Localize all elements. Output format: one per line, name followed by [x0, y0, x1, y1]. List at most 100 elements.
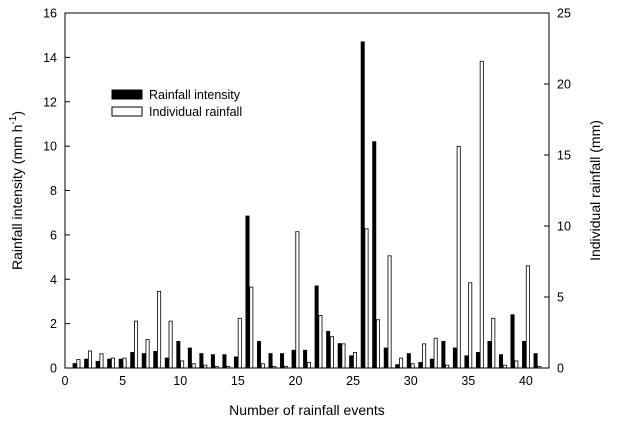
left-axis-title-main: Rainfall intensity (mm h: [9, 125, 25, 271]
intensity-bar-24: [337, 343, 342, 369]
left-tick-label-8: 8: [50, 184, 57, 198]
right-tick-label-5: 5: [557, 291, 564, 305]
intensity-bar-36: [475, 352, 480, 369]
rainfall-bar-37: [491, 317, 496, 369]
rainfall-bar-3: [99, 353, 104, 369]
intensity-bar-15: [233, 356, 238, 369]
left-axis-title: Rainfall intensity (mm h-1): [8, 111, 25, 270]
intensity-bar-41: [533, 353, 538, 369]
left-axis-ticks: 0 2 4 6 8 10 12 14 16: [43, 7, 70, 376]
intensity-bar-28: [383, 347, 388, 369]
rainfall-bar-28: [387, 255, 392, 369]
rainfall-bar-31: [422, 343, 427, 369]
x-tick-label-0: 0: [62, 374, 69, 388]
rainfall-bar-25: [352, 351, 357, 369]
intensity-bar-22: [314, 285, 319, 369]
x-tick-label-5: 5: [119, 374, 126, 388]
rainfall-bar-36: [479, 60, 484, 369]
left-tick-label-4: 4: [50, 273, 57, 287]
rainfall-bar-21: [306, 361, 311, 369]
rainfall-bar-23: [329, 336, 334, 369]
bars-layer: [72, 41, 542, 369]
right-axis-title: Individual rainfall (mm): [587, 120, 603, 261]
rainfall-bar-7: [145, 339, 150, 369]
rainfall-bar-26: [364, 228, 369, 369]
rainfall-bar-10: [180, 360, 185, 369]
intensity-bar-37: [487, 340, 492, 369]
right-tick-label-25: 25: [557, 7, 571, 21]
rainfall-bar-11: [191, 363, 196, 369]
intensity-bar-3: [95, 360, 100, 369]
intensity-bar-12: [199, 353, 204, 369]
left-tick-label-12: 12: [43, 95, 57, 109]
legend-label-rainfall-intensity: Rainfall intensity: [149, 88, 241, 102]
intensity-bar-23: [326, 330, 331, 369]
legend-label-individual-rainfall: Individual rainfall: [149, 105, 242, 119]
intensity-bar-26: [360, 41, 365, 369]
right-axis-ticks: 0 5 10 15 20 25: [544, 7, 571, 376]
rainfall-bar-24: [341, 343, 346, 369]
intensity-bar-27: [372, 141, 377, 369]
legend-swatch-individual-rainfall: [111, 106, 143, 117]
intensity-bar-32: [429, 358, 434, 369]
rainfall-bar-40: [525, 265, 530, 369]
intensity-bar-34: [452, 347, 457, 369]
intensity-bar-9: [164, 357, 169, 369]
rainfall-bar-2: [87, 350, 92, 369]
intensity-bar-31: [418, 362, 423, 369]
x-tick-label-30: 30: [404, 374, 418, 388]
left-axis-title-superscript: -1: [8, 115, 19, 124]
rainfall-bar-16: [249, 286, 254, 369]
legend: Rainfall intensity Individual rainfall: [111, 88, 242, 119]
intensity-bar-38: [498, 354, 503, 369]
intensity-bar-11: [187, 347, 192, 369]
intensity-bar-18: [268, 353, 273, 369]
intensity-bar-10: [176, 340, 181, 369]
x-tick-label-35: 35: [461, 374, 475, 388]
intensity-bar-33: [441, 340, 446, 369]
intensity-bar-16: [245, 215, 250, 369]
rainfall-bar-20: [295, 231, 300, 369]
rainfall-bar-8: [157, 290, 162, 369]
x-axis-title: Number of rainfall events: [229, 402, 385, 418]
left-tick-label-0: 0: [50, 362, 57, 376]
plot-frame: [64, 12, 550, 369]
intensity-bar-7: [141, 353, 146, 369]
legend-swatch-rainfall-intensity: [111, 89, 143, 100]
rainfall-bar-30: [410, 363, 415, 369]
x-tick-label-40: 40: [519, 374, 533, 388]
intensity-bar-4: [107, 358, 112, 369]
rainfall-bar-9: [168, 320, 173, 369]
left-tick-label-6: 6: [50, 228, 57, 242]
intensity-bar-13: [210, 354, 215, 369]
rainfall-bar-29: [399, 357, 404, 369]
x-tick-label-25: 25: [346, 374, 360, 388]
rainfall-bar-1: [76, 359, 81, 369]
right-tick-label-10: 10: [557, 220, 571, 234]
intensity-bar-14: [222, 354, 227, 369]
intensity-bar-17: [256, 340, 261, 369]
rainfall-bar-35: [468, 282, 473, 369]
rainfall-bar-39: [514, 360, 519, 369]
intensity-bar-19: [280, 353, 285, 369]
rainfall-bar-15: [237, 317, 242, 369]
intensity-bar-35: [464, 355, 469, 369]
left-axis-title-suffix: ): [9, 111, 25, 116]
intensity-bar-25: [349, 355, 354, 369]
right-tick-label-0: 0: [557, 362, 564, 376]
intensity-bar-30: [406, 353, 411, 369]
rainfall-bar-34: [456, 146, 461, 369]
rainfall-bar-4: [111, 357, 116, 369]
intensity-bar-21: [303, 349, 308, 369]
rainfall-bar-32: [433, 337, 438, 369]
intensity-bar-5: [118, 358, 123, 369]
rainfall-bar-27: [376, 319, 381, 369]
left-tick-label-16: 16: [43, 7, 57, 21]
intensity-bar-2: [84, 358, 89, 369]
rainfall-bar-17: [260, 363, 265, 369]
intensity-bar-20: [291, 349, 296, 369]
x-tick-label-20: 20: [289, 374, 303, 388]
left-tick-label-10: 10: [43, 140, 57, 154]
x-tick-label-10: 10: [173, 374, 187, 388]
